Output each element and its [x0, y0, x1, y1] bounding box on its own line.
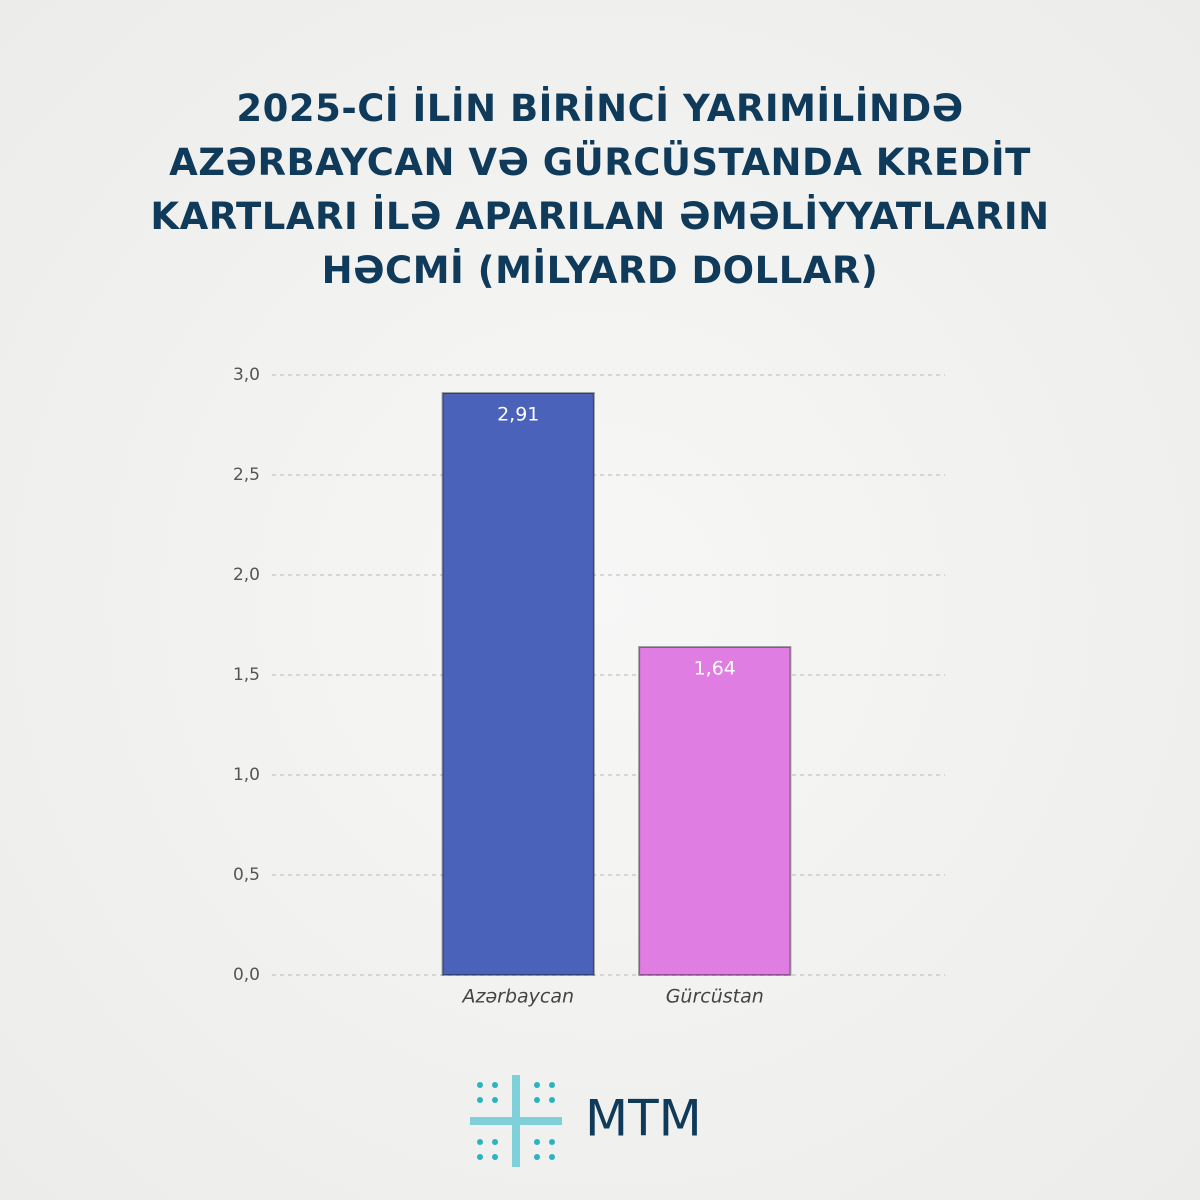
bar	[441, 392, 595, 976]
y-tick-label: 1,0	[233, 765, 260, 785]
y-tick-label: 2,5	[233, 465, 260, 485]
logo-icon	[470, 1075, 562, 1167]
value-label: 2,91	[497, 404, 539, 426]
y-tick-label: 0,5	[233, 865, 260, 885]
y-tick-label: 1,5	[233, 665, 260, 685]
value-label: 1,64	[694, 658, 736, 680]
logo-text: MTM	[585, 1090, 702, 1148]
chart-title: 2025-Cİ İLİN BİRİNCİ YARIMİLİNDƏ AZƏRBAY…	[150, 87, 1050, 292]
y-tick-label: 2,0	[233, 565, 260, 585]
y-tick-label: 3,0	[233, 365, 260, 385]
x-tick-label: Azərbaycan	[460, 986, 574, 1008]
y-tick-label: 0,0	[233, 965, 260, 985]
x-tick-label: Gürcüstan	[666, 986, 764, 1008]
bar	[638, 646, 792, 976]
